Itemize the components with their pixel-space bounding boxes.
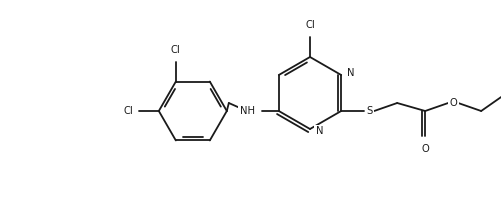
Text: N: N — [347, 68, 354, 78]
Text: Cl: Cl — [123, 106, 133, 116]
Text: S: S — [365, 106, 372, 116]
Text: Cl: Cl — [171, 45, 180, 55]
Text: Cl: Cl — [305, 20, 314, 30]
Text: N: N — [315, 126, 323, 136]
Text: O: O — [448, 98, 456, 108]
Text: O: O — [420, 144, 428, 154]
Text: NH: NH — [239, 106, 255, 116]
